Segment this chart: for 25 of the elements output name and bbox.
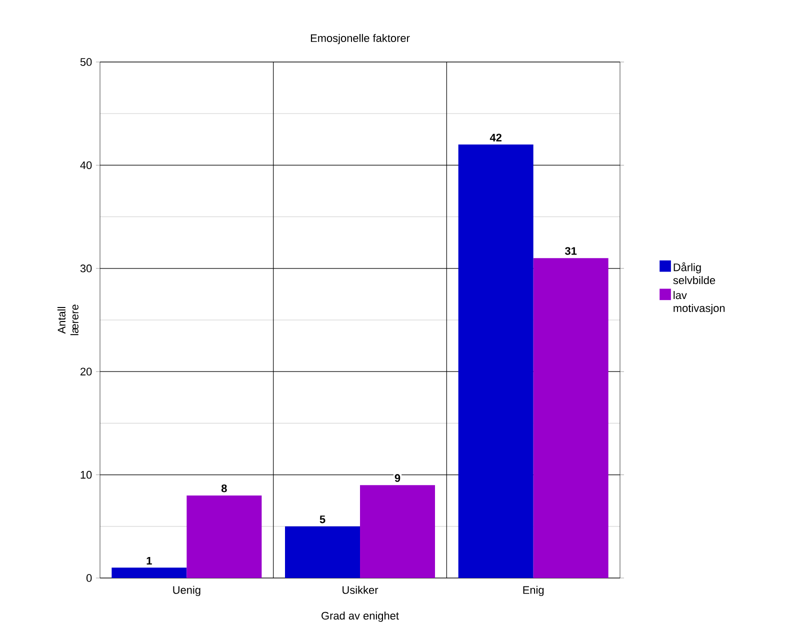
data-label: 5 — [320, 516, 326, 524]
bar — [360, 485, 436, 578]
y-tick-label: 10 — [80, 470, 92, 479]
chart-title: Emosjonelle faktorer — [310, 34, 410, 44]
y-tick-label: 20 — [80, 368, 92, 376]
x-tick-label: Usikker — [342, 586, 378, 594]
data-label: 8 — [221, 484, 227, 492]
data-label: 42 — [490, 134, 502, 142]
bar — [186, 495, 262, 578]
y-tick-label: 40 — [80, 161, 92, 170]
y-tick-label: 0 — [86, 574, 92, 582]
x-axis-title: Grad av enighet — [322, 612, 399, 622]
bar — [458, 144, 534, 578]
data-label: 9 — [394, 474, 400, 482]
data-label: 1 — [146, 556, 152, 564]
y-axis-title: Antall lærere — [57, 304, 78, 336]
x-tick-label: Uenig — [173, 586, 200, 596]
bar — [285, 526, 360, 578]
x-tick-label: Enig — [523, 586, 544, 596]
y-tick-label: 50 — [80, 58, 92, 66]
data-label: 31 — [564, 247, 577, 255]
bar — [112, 568, 187, 578]
bar — [533, 258, 608, 578]
legend-label: lav motivasjon — [674, 291, 725, 314]
y-tick-label: 30 — [80, 264, 92, 272]
